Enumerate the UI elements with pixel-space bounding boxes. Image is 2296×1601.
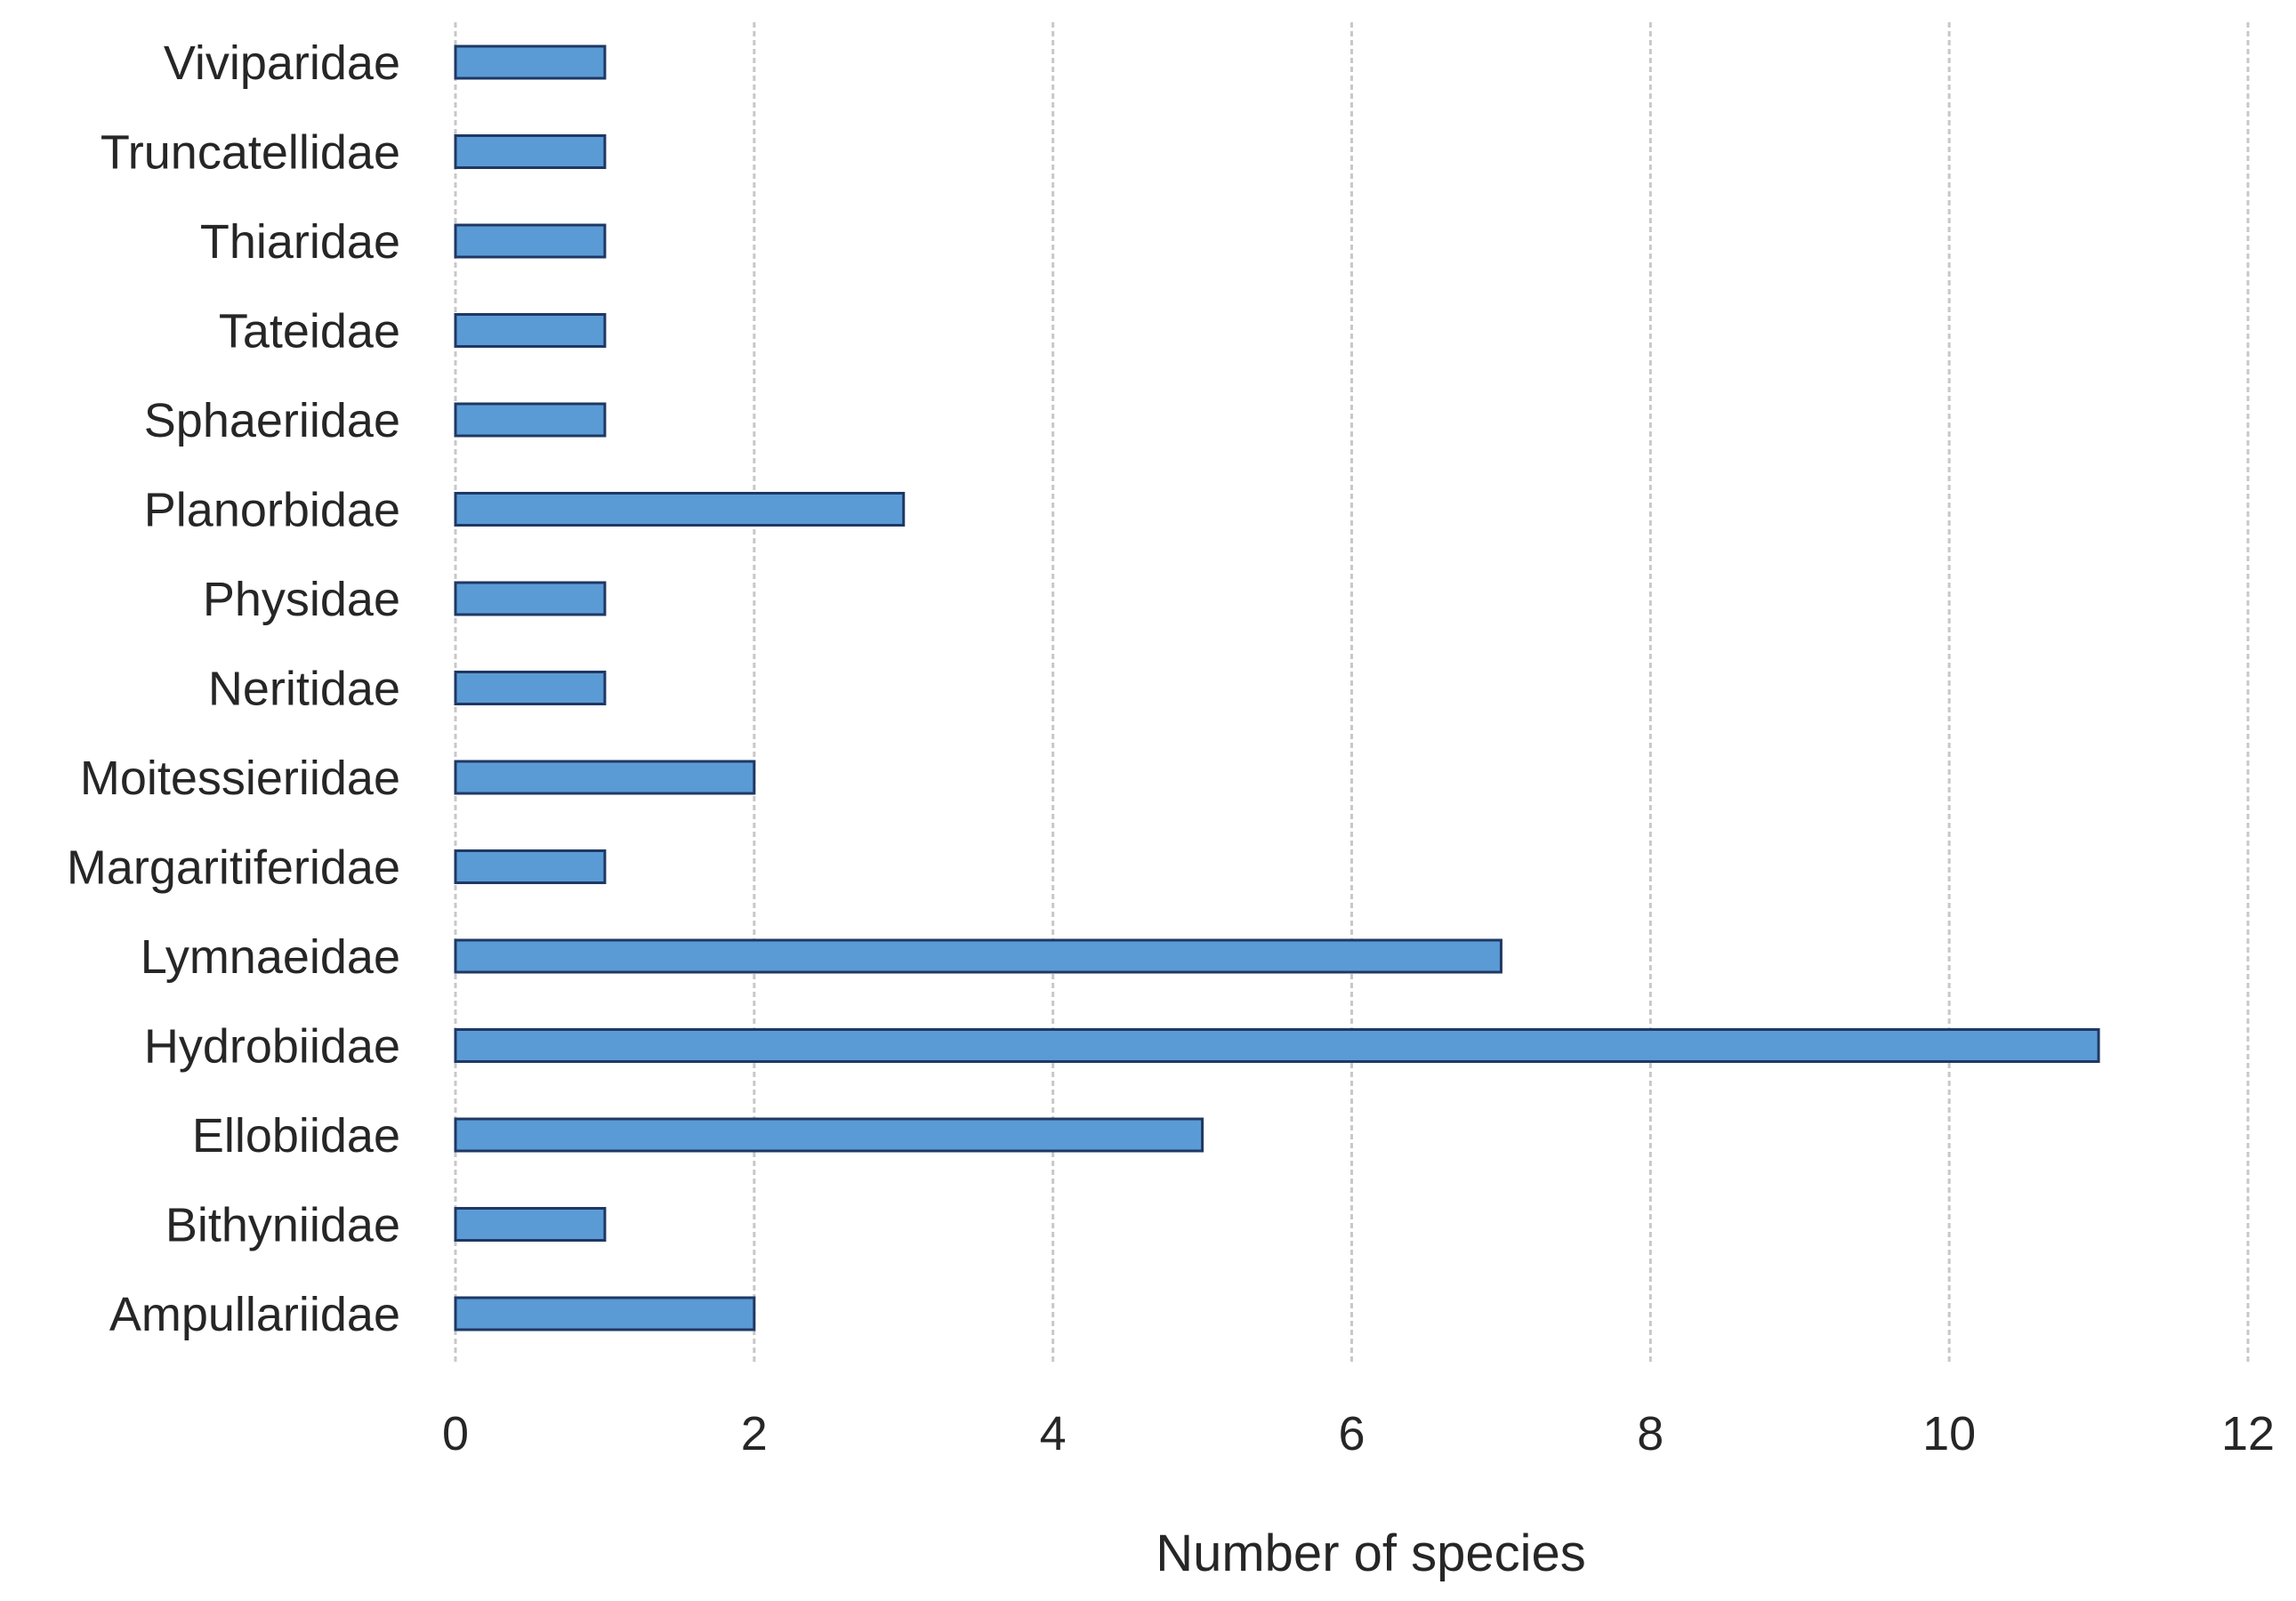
category-label: Moitessieriidae bbox=[80, 752, 400, 805]
x-tick-label: 6 bbox=[1338, 1407, 1365, 1460]
x-tick-label: 0 bbox=[442, 1407, 469, 1460]
bar-viviparidae bbox=[454, 44, 607, 80]
x-tick-labels: 0 2 4 6 8 10 12 bbox=[442, 1407, 2275, 1460]
bar-moitessieriidae bbox=[454, 760, 756, 795]
bar-planorbidae bbox=[454, 492, 906, 527]
bar-margaritiferidae bbox=[454, 849, 607, 884]
category-label: Ellobiidae bbox=[192, 1109, 400, 1163]
category-label: Truncatellidae bbox=[101, 126, 400, 180]
x-tick-label: 12 bbox=[2221, 1407, 2275, 1460]
bar-bithyniidae bbox=[454, 1207, 607, 1242]
category-label: Neritidae bbox=[208, 663, 400, 716]
bar-lymnaeidae bbox=[454, 938, 1502, 974]
category-label: Hydrobiidae bbox=[144, 1020, 400, 1074]
bar-hydrobiidae bbox=[454, 1028, 2100, 1063]
category-label: Planorbidae bbox=[144, 484, 400, 537]
bar-layer bbox=[454, 44, 2100, 1331]
bar-ellobiidae bbox=[454, 1117, 1204, 1153]
category-label: Margaritiferidae bbox=[67, 841, 400, 895]
category-label: Viviparidae bbox=[164, 36, 400, 90]
category-label: Bithyniidae bbox=[165, 1199, 400, 1252]
bar-sphaeriidae bbox=[454, 402, 607, 438]
grid-layer bbox=[454, 22, 2250, 1365]
category-label: Tateidae bbox=[219, 305, 400, 358]
bar-truncatellidae bbox=[454, 134, 607, 169]
x-tick-label: 2 bbox=[741, 1407, 768, 1460]
category-label: Ampullariidae bbox=[109, 1288, 400, 1341]
bar-neritidae bbox=[454, 671, 607, 705]
category-label: Sphaeriidae bbox=[144, 394, 400, 447]
bar-tateidae bbox=[454, 313, 607, 348]
bar-ampullariidae bbox=[454, 1296, 756, 1331]
bar-physidae bbox=[454, 581, 607, 616]
x-tick-label: 10 bbox=[1922, 1407, 1976, 1460]
category-labels: Viviparidae Truncatellidae Thiaridae Tateid… bbox=[67, 36, 400, 1341]
category-label: Physidae bbox=[203, 573, 400, 626]
category-label: Lymnaeidae bbox=[141, 930, 400, 984]
x-tick-label: 4 bbox=[1040, 1407, 1067, 1460]
bar-thiaridae bbox=[454, 223, 607, 259]
x-tick-label: 8 bbox=[1637, 1407, 1664, 1460]
category-label: Thiaridae bbox=[200, 215, 400, 269]
x-axis-title: Number of species bbox=[1156, 1525, 1586, 1582]
